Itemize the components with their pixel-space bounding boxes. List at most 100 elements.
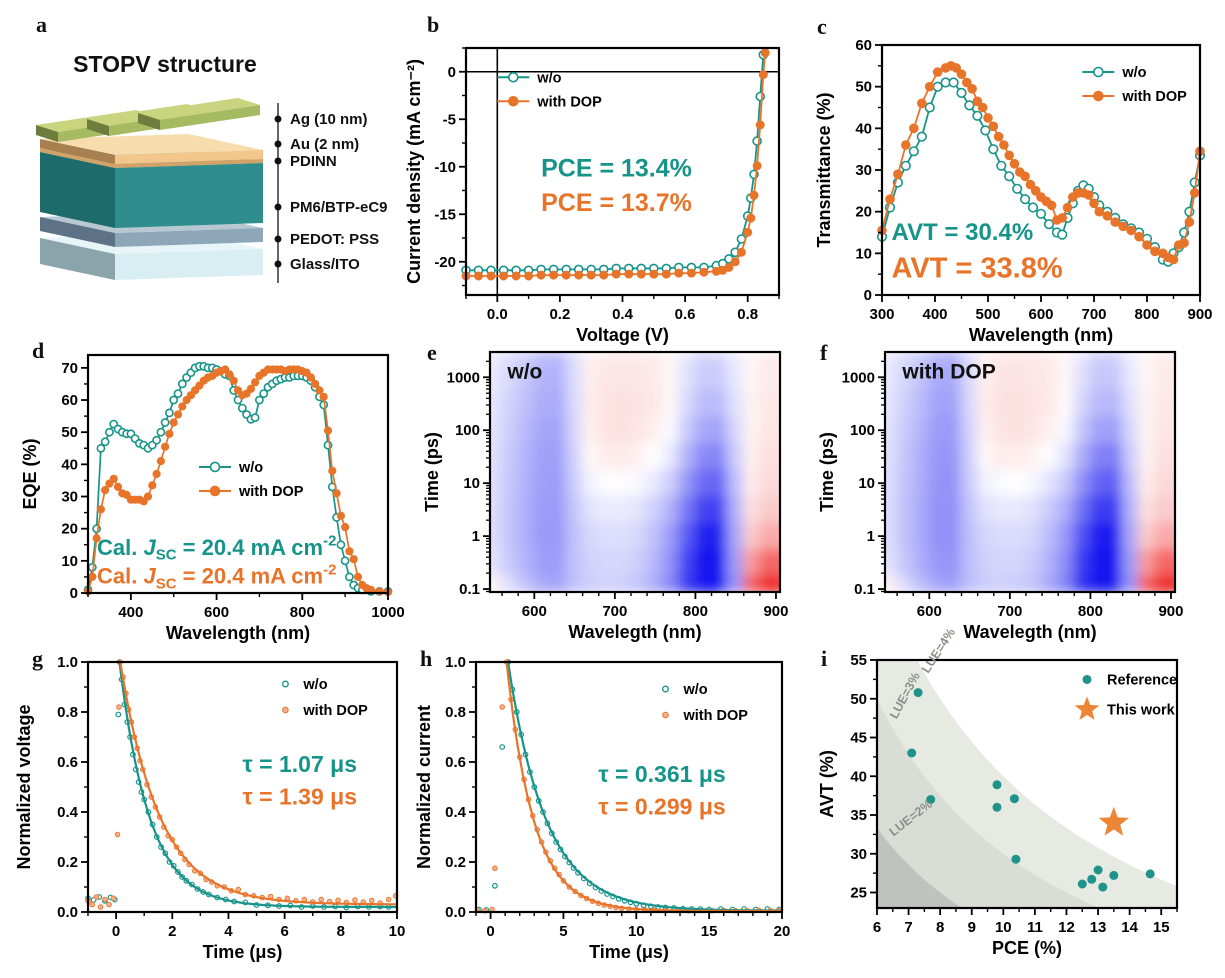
svg-text:12: 12 <box>1058 919 1075 936</box>
svg-text:0.6: 0.6 <box>675 306 696 323</box>
svg-text:400: 400 <box>922 306 947 323</box>
svg-text:Normalized voltage: Normalized voltage <box>14 704 34 869</box>
svg-text:1000: 1000 <box>447 369 480 386</box>
svg-text:Wavelength (nm): Wavelength (nm) <box>166 623 310 643</box>
svg-text:50: 50 <box>61 424 78 441</box>
panel-i-letter: i <box>821 646 828 671</box>
legend: w/o with DOP <box>1082 65 1187 105</box>
svg-text:2: 2 <box>168 923 176 940</box>
bullet-ag <box>274 115 282 123</box>
svg-text:Wavelength (nm): Wavelength (nm) <box>969 325 1113 345</box>
svg-text:Cal. JSC = 20.4 mA cm-2: Cal. JSC = 20.4 mA cm-2 <box>97 533 336 564</box>
layer-pedot-front <box>115 228 263 247</box>
svg-text:0: 0 <box>112 923 120 940</box>
panel-g-letter: g <box>32 646 43 671</box>
svg-text:1.0: 1.0 <box>445 654 466 671</box>
svg-text:40: 40 <box>850 768 867 785</box>
label-pdinn: PDINN <box>290 153 337 170</box>
panel-c-transmittance-chart: 300 400 500 600 700 800 900 0 10 20 30 40 50 60 Wavele… <box>814 37 1213 345</box>
svg-text:1: 1 <box>472 528 480 545</box>
svg-text:50: 50 <box>850 691 867 708</box>
axis-ticks: 600 700 800 900 0.1 1 10 100 1000 <box>447 360 788 620</box>
svg-text:AVT (%): AVT (%) <box>817 750 837 818</box>
svg-text:0.8: 0.8 <box>445 704 466 721</box>
svg-text:-5: -5 <box>443 111 456 128</box>
svg-text:30: 30 <box>61 489 78 506</box>
bullet-au <box>274 140 282 148</box>
svg-text:0.0: 0.0 <box>487 306 508 323</box>
svg-text:0.6: 0.6 <box>57 754 78 771</box>
svg-text:0.1: 0.1 <box>854 581 875 598</box>
svg-text:15: 15 <box>1153 919 1170 936</box>
svg-text:6: 6 <box>873 919 881 936</box>
svg-text:0: 0 <box>486 923 494 940</box>
layer-active-cap <box>40 152 115 228</box>
svg-text:with DOP: with DOP <box>1121 89 1187 105</box>
panel-h-tpc-chart: 0 5 10 15 20 0.0 0.2 0.4 0.6 0.8 1.0 Time (μs) Norma… <box>414 654 790 962</box>
layer-pdinn-cap <box>40 148 115 168</box>
svg-text:600: 600 <box>917 603 942 620</box>
svg-text:10: 10 <box>389 923 406 940</box>
svg-text:10: 10 <box>858 475 875 492</box>
axis-ticks: 0 5 10 15 20 0.0 0.2 0.4 0.6 0.8 1.0 <box>445 654 790 940</box>
axis-ticks: 400 600 800 1000 0 10 20 30 40 50 60 70 <box>61 360 404 621</box>
svg-text:0.1: 0.1 <box>459 581 480 598</box>
svg-text:8: 8 <box>337 923 345 940</box>
svg-text:20: 20 <box>61 521 78 538</box>
svg-text:70: 70 <box>61 360 78 377</box>
svg-text:Reference: Reference <box>1107 672 1177 688</box>
svg-text:w/o: w/o <box>238 460 263 476</box>
svg-text:Time (ps): Time (ps) <box>817 432 837 512</box>
axis-ticks: 0 2 4 6 8 10 0.0 0.2 0.4 0.6 0.8 1.0 <box>57 654 405 940</box>
layer-au-cap <box>40 139 115 164</box>
svg-text:60: 60 <box>855 37 872 54</box>
svg-text:1000: 1000 <box>371 604 404 621</box>
svg-text:10: 10 <box>995 919 1012 936</box>
series-w/o <box>83 361 393 596</box>
bullet-glass <box>274 260 282 268</box>
panel-d-eqe-chart: 400 600 800 1000 0 10 20 30 40 50 60 70 Wavelength (… <box>20 353 405 643</box>
svg-text:700: 700 <box>1081 306 1106 323</box>
svg-text:0.0: 0.0 <box>445 904 466 921</box>
lue-bands <box>877 660 1177 908</box>
svg-text:This work: This work <box>1107 702 1176 718</box>
svg-text:0: 0 <box>70 585 78 602</box>
structure-title: STOPV structure <box>73 51 257 77</box>
svg-text:w/o: w/o <box>536 70 561 86</box>
svg-text:25: 25 <box>850 885 867 902</box>
svg-text:60: 60 <box>61 392 78 409</box>
svg-text:7: 7 <box>904 919 912 936</box>
ag-bar-2-cap <box>87 119 109 136</box>
svg-text:40: 40 <box>855 120 872 137</box>
svg-text:-10: -10 <box>434 159 456 176</box>
svg-text:w/o: w/o <box>682 682 707 698</box>
layer-glass-cap <box>40 238 115 280</box>
layer-glass-front <box>115 249 263 280</box>
svg-text:1: 1 <box>867 528 875 545</box>
panel-e-letter: e <box>427 340 437 365</box>
svg-text:PCE = 13.7%: PCE = 13.7% <box>541 189 692 217</box>
svg-text:800: 800 <box>683 603 708 620</box>
layer-active-front <box>115 163 263 228</box>
svg-text:0.4: 0.4 <box>445 804 467 821</box>
ag-bar-3-front <box>160 105 260 130</box>
svg-text:5: 5 <box>559 923 567 940</box>
svg-text:10: 10 <box>855 245 872 262</box>
panel-a-structure-diagram: STOPV structure <box>36 51 388 283</box>
legend: Reference This work <box>1074 672 1177 720</box>
svg-text:with DOP: with DOP <box>901 360 995 383</box>
svg-text:600: 600 <box>204 604 229 621</box>
svg-text:with DOP: with DOP <box>238 484 304 500</box>
svg-text:6: 6 <box>280 923 288 940</box>
panel-a-letter: a <box>36 12 47 37</box>
svg-text:30: 30 <box>850 846 867 863</box>
svg-text:with DOP: with DOP <box>536 94 602 110</box>
svg-text:14: 14 <box>1121 919 1138 936</box>
bullet-pedot <box>274 235 282 243</box>
svg-text:400: 400 <box>118 604 143 621</box>
layer-au-top <box>40 134 263 155</box>
label-au: Au (2 nm) <box>290 136 359 153</box>
svg-text:4: 4 <box>224 923 233 940</box>
series-with-DOP <box>85 659 399 910</box>
